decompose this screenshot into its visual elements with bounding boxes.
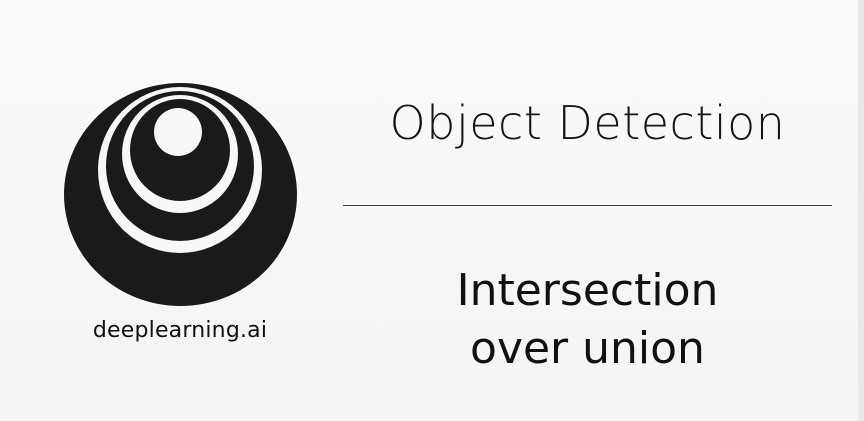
slide-subtitle: Intersection over union	[343, 262, 832, 378]
brand-name: deeplearning.ai	[92, 318, 268, 343]
subtitle-line-2: over union	[470, 323, 705, 374]
slide-edge	[858, 0, 864, 421]
subtitle-line-1: Intersection	[456, 265, 719, 316]
concentric-circles-logo-icon	[64, 83, 297, 306]
title-divider	[343, 205, 832, 206]
logo-center-dot	[154, 108, 202, 156]
slide-title: Object Detection	[389, 96, 786, 150]
